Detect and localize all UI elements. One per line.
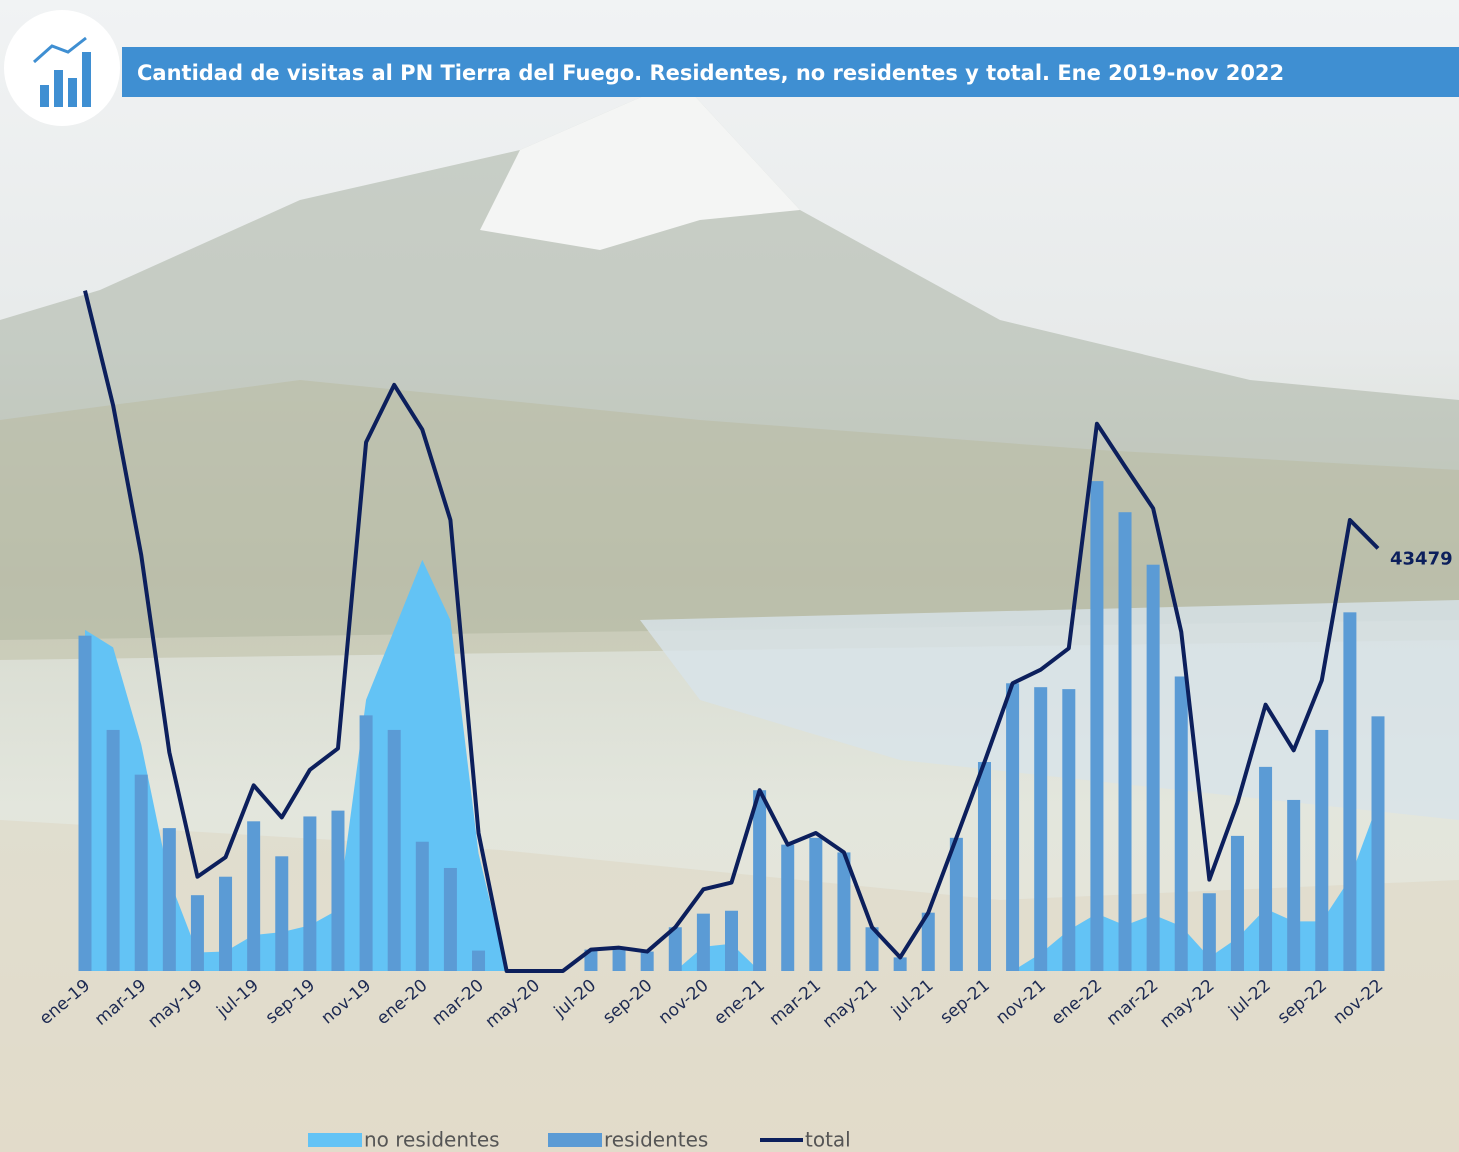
legend-swatch <box>308 1133 362 1147</box>
chart-title: Cantidad de visitas al PN Tierra del Fue… <box>137 61 1284 85</box>
x-tick-label: ene-19 <box>36 976 94 1030</box>
bar <box>247 821 261 971</box>
x-tick-label: nov-19 <box>318 976 376 1029</box>
legend-label: total <box>805 1128 851 1152</box>
x-tick-label: mar-21 <box>766 976 825 1030</box>
x-tick-label: sep-22 <box>1274 976 1331 1029</box>
x-tick-label: may-19 <box>144 976 206 1033</box>
bar <box>893 957 907 971</box>
x-tick-label: may-20 <box>482 976 544 1033</box>
line <box>83 290 1380 973</box>
bar <box>134 774 148 971</box>
x-tick-label: nov-22 <box>1330 976 1388 1029</box>
x-tick-label: may-21 <box>819 976 881 1033</box>
bar <box>162 828 176 971</box>
x-tick-label: jul-20 <box>550 976 600 1023</box>
bar <box>1287 799 1301 971</box>
x-tick-label: mar-22 <box>1103 976 1162 1030</box>
bar <box>1090 481 1104 971</box>
bar <box>1230 835 1244 971</box>
bar <box>921 912 935 971</box>
bar <box>1034 687 1048 971</box>
legend-label: no residentes <box>364 1128 500 1152</box>
x-tick-label: sep-19 <box>262 976 319 1029</box>
x-tick-label: nov-21 <box>992 976 1050 1029</box>
bar <box>387 729 401 971</box>
bar <box>753 790 767 971</box>
x-tick-label: nov-20 <box>655 976 713 1029</box>
bar <box>725 910 738 971</box>
bar <box>865 927 879 971</box>
x-tick-label: sep-21 <box>937 976 994 1029</box>
bar <box>275 856 289 971</box>
x-tick-label: mar-20 <box>428 976 487 1030</box>
x-tick-label: jul-21 <box>887 976 937 1023</box>
bar <box>78 635 92 971</box>
bar <box>696 913 710 971</box>
bar <box>1062 689 1076 971</box>
bar <box>1371 716 1385 971</box>
legend-label: residentes <box>604 1128 708 1152</box>
bar <box>359 715 373 971</box>
legend-swatch <box>548 1133 602 1147</box>
x-tick-label: sep-20 <box>599 976 656 1029</box>
x-tick-label: ene-21 <box>710 976 768 1030</box>
bar <box>584 949 598 971</box>
bar <box>1118 512 1132 971</box>
x-tick-label: jul-19 <box>212 976 262 1023</box>
bar <box>190 895 204 971</box>
x-tick-label: mar-19 <box>91 976 150 1030</box>
bar <box>1174 676 1188 971</box>
bar <box>1146 564 1160 971</box>
bar <box>809 837 823 971</box>
bar <box>781 844 795 971</box>
bar <box>331 810 345 971</box>
x-tick-label: may-22 <box>1156 976 1218 1033</box>
bar <box>1202 893 1216 971</box>
bar <box>443 867 457 971</box>
bar <box>1343 612 1357 971</box>
bar <box>303 816 317 971</box>
bar <box>640 951 654 971</box>
x-tick-label: ene-22 <box>1048 976 1106 1030</box>
bar <box>668 927 682 971</box>
bar <box>219 876 233 971</box>
bar <box>472 950 486 971</box>
bar <box>1315 729 1329 971</box>
x-tick-label: jul-22 <box>1224 976 1274 1023</box>
bar <box>977 762 991 971</box>
bar <box>415 841 429 971</box>
area <box>85 559 1378 971</box>
bar <box>612 947 626 971</box>
bar <box>1259 766 1273 971</box>
bar <box>837 852 851 971</box>
data-label: 43479 <box>1390 548 1453 569</box>
bar <box>106 729 120 971</box>
bar <box>1006 683 1020 971</box>
bar <box>949 837 963 971</box>
x-tick-label: ene-20 <box>373 976 431 1030</box>
